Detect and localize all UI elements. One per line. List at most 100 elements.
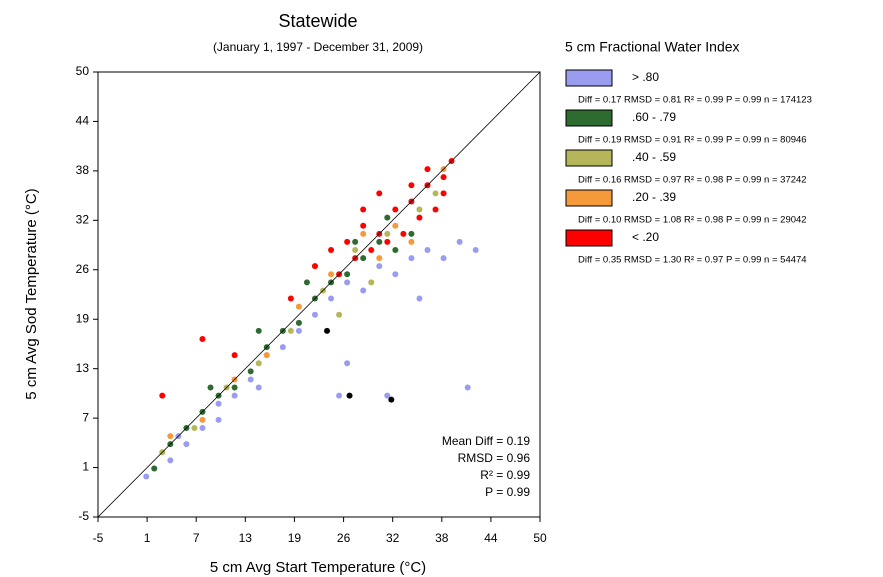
point bbox=[360, 222, 367, 229]
point bbox=[255, 384, 262, 391]
point bbox=[384, 214, 391, 221]
x-tick-label: 7 bbox=[193, 531, 200, 545]
point bbox=[360, 206, 367, 213]
legend-label: .60 - .79 bbox=[632, 110, 676, 124]
point bbox=[360, 230, 367, 237]
point bbox=[311, 311, 318, 318]
point bbox=[231, 384, 238, 391]
y-tick-label: 44 bbox=[76, 114, 90, 128]
point bbox=[424, 166, 431, 173]
point bbox=[392, 247, 399, 253]
y-tick-label: 32 bbox=[76, 212, 90, 226]
legend-swatch bbox=[565, 69, 613, 87]
point bbox=[384, 230, 391, 237]
point bbox=[344, 279, 351, 286]
point bbox=[432, 190, 439, 197]
point bbox=[408, 238, 415, 245]
point bbox=[360, 255, 367, 262]
x-tick-label: 26 bbox=[337, 531, 351, 545]
point bbox=[344, 271, 351, 278]
point bbox=[328, 271, 335, 278]
point bbox=[432, 206, 439, 213]
point bbox=[336, 311, 343, 318]
point bbox=[392, 271, 399, 278]
point bbox=[456, 238, 463, 245]
point bbox=[352, 247, 359, 253]
point bbox=[255, 327, 262, 334]
point bbox=[392, 206, 399, 213]
y-axis-label: 5 cm Avg Sod Temperature (°C) bbox=[23, 188, 40, 399]
point bbox=[360, 287, 367, 294]
point bbox=[384, 392, 391, 399]
legend-stats: Diff = 0.17 RMSD = 0.81 R² = 0.99 P = 0.… bbox=[578, 95, 812, 106]
legend-stats: Diff = 0.19 RMSD = 0.91 R² = 0.99 P = 0.… bbox=[578, 135, 807, 146]
point bbox=[324, 327, 331, 334]
y-tick-label: 50 bbox=[76, 64, 90, 78]
point bbox=[440, 190, 447, 197]
point bbox=[151, 465, 158, 472]
point bbox=[215, 416, 222, 423]
point bbox=[376, 255, 383, 262]
point bbox=[416, 206, 423, 213]
stats-annotation: Mean Diff = 0.19 bbox=[442, 434, 530, 448]
point bbox=[376, 190, 383, 197]
x-tick-label: 13 bbox=[239, 531, 253, 545]
legend-label: .40 - .59 bbox=[632, 150, 676, 164]
legend-label: > .80 bbox=[632, 70, 659, 84]
stats-annotation: RMSD = 0.96 bbox=[458, 451, 531, 465]
point bbox=[167, 457, 174, 464]
legend-swatch bbox=[565, 189, 613, 207]
point bbox=[215, 400, 222, 407]
x-tick-label: -5 bbox=[93, 531, 104, 545]
legend-label: .20 - .39 bbox=[632, 190, 676, 204]
point bbox=[376, 263, 383, 270]
y-tick-label: 26 bbox=[76, 262, 90, 276]
point bbox=[388, 396, 395, 403]
point bbox=[424, 247, 431, 253]
legend-swatch bbox=[565, 229, 613, 247]
point bbox=[416, 214, 423, 221]
chart-subtitle: (January 1, 1997 - December 31, 2009) bbox=[213, 40, 423, 54]
point bbox=[295, 319, 302, 326]
point bbox=[247, 368, 254, 375]
point bbox=[328, 247, 335, 253]
point bbox=[199, 336, 206, 342]
point bbox=[336, 392, 343, 399]
point bbox=[344, 238, 351, 245]
y-tick-label: 38 bbox=[76, 163, 90, 177]
point bbox=[464, 384, 471, 391]
point bbox=[368, 279, 375, 286]
point bbox=[400, 230, 407, 237]
y-tick-label: 13 bbox=[76, 361, 90, 375]
legend-stats: Diff = 0.16 RMSD = 0.97 R² = 0.98 P = 0.… bbox=[578, 175, 807, 186]
point bbox=[384, 238, 391, 245]
point bbox=[295, 327, 302, 334]
point bbox=[199, 425, 206, 431]
point bbox=[159, 392, 166, 399]
point bbox=[344, 360, 351, 367]
point bbox=[263, 352, 270, 359]
point bbox=[207, 384, 214, 391]
point bbox=[231, 352, 238, 359]
point bbox=[199, 416, 206, 423]
point bbox=[287, 327, 294, 334]
x-tick-label: 38 bbox=[435, 531, 449, 545]
y-tick-label: -5 bbox=[78, 509, 89, 523]
point bbox=[183, 441, 190, 448]
legend-swatch bbox=[565, 109, 613, 127]
point bbox=[191, 425, 198, 431]
point bbox=[440, 174, 447, 181]
y-tick-label: 19 bbox=[76, 311, 90, 325]
point bbox=[376, 238, 383, 245]
point bbox=[472, 247, 479, 253]
point bbox=[279, 344, 286, 351]
x-axis-label: 5 cm Avg Start Temperature (°C) bbox=[210, 559, 426, 576]
legend-swatch bbox=[565, 149, 613, 167]
point bbox=[295, 303, 302, 310]
point bbox=[255, 360, 262, 367]
reference-line bbox=[97, 71, 541, 518]
point bbox=[368, 247, 375, 253]
plot-frame bbox=[97, 71, 541, 518]
point bbox=[408, 255, 415, 262]
